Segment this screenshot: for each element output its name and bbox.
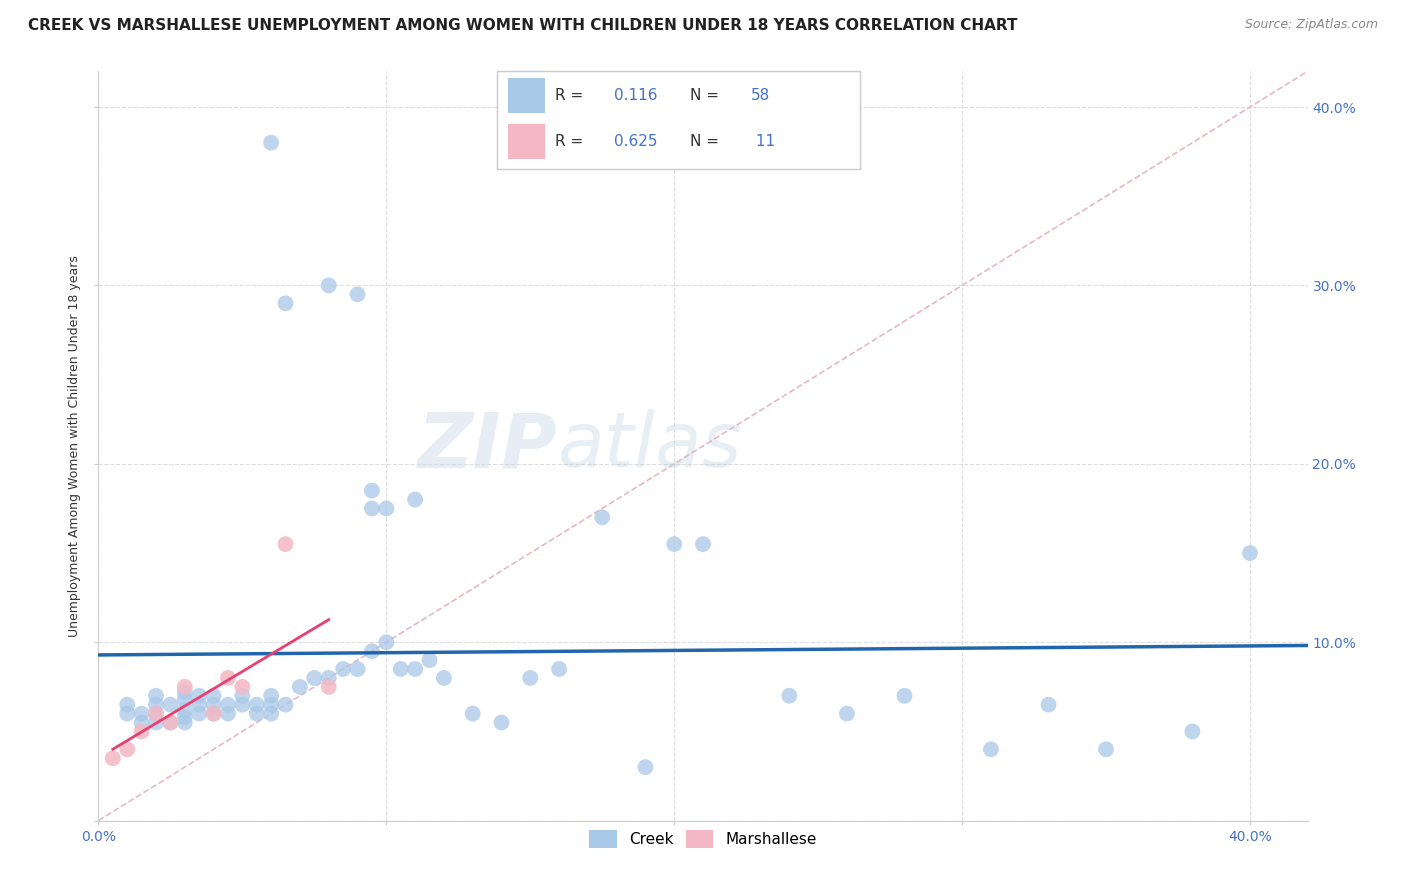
Point xyxy=(692,537,714,551)
Point xyxy=(145,698,167,712)
Point xyxy=(433,671,456,685)
Point xyxy=(591,510,613,524)
Point xyxy=(159,715,181,730)
Point xyxy=(173,680,195,694)
Point xyxy=(260,698,283,712)
Point xyxy=(1239,546,1261,560)
Point xyxy=(231,680,253,694)
Text: CREEK VS MARSHALLESE UNEMPLOYMENT AMONG WOMEN WITH CHILDREN UNDER 18 YEARS CORRE: CREEK VS MARSHALLESE UNEMPLOYMENT AMONG … xyxy=(28,18,1018,33)
Point xyxy=(231,698,253,712)
Point xyxy=(202,706,225,721)
Point xyxy=(260,689,283,703)
Point xyxy=(246,706,269,721)
Point xyxy=(361,501,384,516)
Text: Source: ZipAtlas.com: Source: ZipAtlas.com xyxy=(1244,18,1378,31)
Point xyxy=(217,698,239,712)
Point xyxy=(375,501,398,516)
Point xyxy=(145,706,167,721)
Point xyxy=(332,662,354,676)
Point xyxy=(145,715,167,730)
Point xyxy=(115,698,138,712)
Point xyxy=(131,724,153,739)
Point xyxy=(131,715,153,730)
Point xyxy=(188,698,211,712)
Point xyxy=(418,653,440,667)
Point xyxy=(1038,698,1060,712)
Legend: Creek, Marshallese: Creek, Marshallese xyxy=(583,824,823,855)
Point xyxy=(145,689,167,703)
Point xyxy=(1095,742,1118,756)
Point xyxy=(634,760,657,774)
Point xyxy=(131,706,153,721)
Point xyxy=(115,742,138,756)
Text: atlas: atlas xyxy=(558,409,742,483)
Point xyxy=(389,662,412,676)
Point xyxy=(1181,724,1204,739)
Point xyxy=(260,706,283,721)
Point xyxy=(274,537,297,551)
Point xyxy=(980,742,1002,756)
Point xyxy=(404,492,426,507)
Point xyxy=(159,698,181,712)
Point xyxy=(318,671,340,685)
Point xyxy=(346,287,368,301)
Point xyxy=(491,715,513,730)
Point xyxy=(361,483,384,498)
Point xyxy=(375,635,398,649)
Point xyxy=(893,689,915,703)
Point xyxy=(274,698,297,712)
Point xyxy=(188,706,211,721)
Point xyxy=(202,706,225,721)
Point xyxy=(519,671,541,685)
Point xyxy=(145,706,167,721)
Point xyxy=(101,751,124,765)
Point xyxy=(202,689,225,703)
Point xyxy=(664,537,686,551)
Text: ZIP: ZIP xyxy=(418,409,558,483)
Point xyxy=(318,278,340,293)
Point xyxy=(835,706,858,721)
Point xyxy=(231,689,253,703)
Point xyxy=(115,706,138,721)
Point xyxy=(188,689,211,703)
Point xyxy=(173,703,195,717)
Point xyxy=(173,715,195,730)
Point xyxy=(361,644,384,658)
Point xyxy=(173,710,195,724)
Point xyxy=(217,706,239,721)
Y-axis label: Unemployment Among Women with Children Under 18 years: Unemployment Among Women with Children U… xyxy=(67,255,82,637)
Point xyxy=(246,698,269,712)
Point xyxy=(346,662,368,676)
Point xyxy=(202,698,225,712)
Point xyxy=(318,680,340,694)
Point xyxy=(461,706,484,721)
Point xyxy=(548,662,571,676)
Point xyxy=(274,296,297,310)
Point xyxy=(304,671,326,685)
Point xyxy=(260,136,283,150)
Point xyxy=(288,680,311,694)
Point xyxy=(159,715,181,730)
Point xyxy=(173,685,195,699)
Point xyxy=(404,662,426,676)
Point xyxy=(173,692,195,706)
Point xyxy=(778,689,800,703)
Point xyxy=(217,671,239,685)
